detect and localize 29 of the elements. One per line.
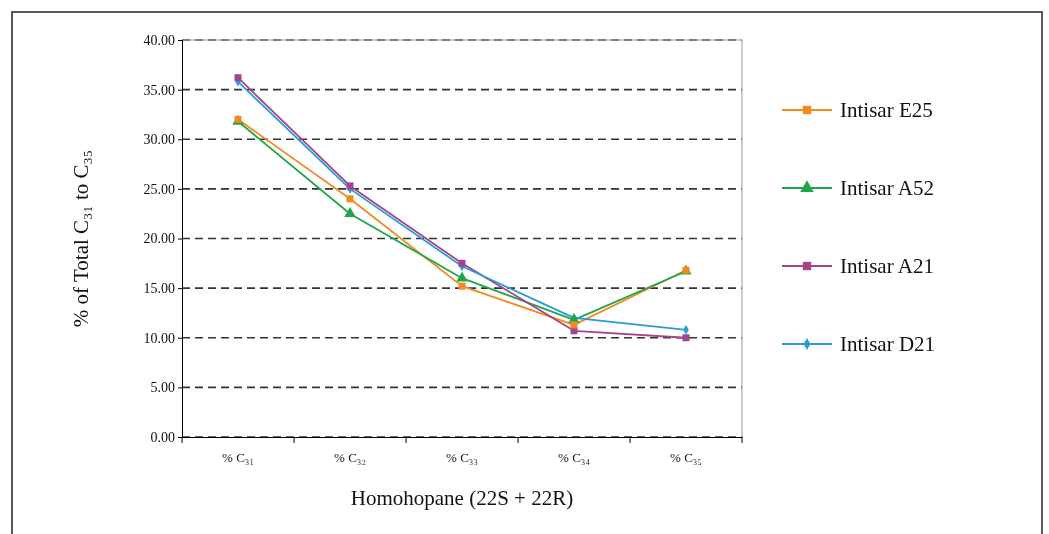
point <box>458 282 466 290</box>
y-tick-label: 0.00 <box>150 429 175 445</box>
y-tick-label: 35.00 <box>143 82 175 98</box>
y-tick-label: 20.00 <box>143 231 175 247</box>
y-tick-label: 15.00 <box>143 281 175 297</box>
point <box>570 321 578 329</box>
legend-label: Intisar A21 <box>840 254 934 278</box>
legend-label: Intisar D21 <box>840 332 936 356</box>
y-tick-label: 10.00 <box>143 330 175 346</box>
point <box>344 207 356 217</box>
y-tick-label: 40.00 <box>143 32 175 48</box>
y-axis-title: % of Total C₃₁ to C₃₅ <box>69 149 93 328</box>
legend-label: Intisar E25 <box>840 98 933 122</box>
y-tick-label: 30.00 <box>143 132 175 148</box>
legend-label: Intisar A52 <box>840 176 934 200</box>
point <box>234 74 242 82</box>
point <box>458 259 466 267</box>
x-tick-label: % C₃₄ <box>558 450 591 466</box>
x-tick-label: % C₃₁ <box>222 450 254 466</box>
point <box>346 195 354 203</box>
point <box>346 182 354 190</box>
x-tick-label: % C₃₂ <box>334 450 366 466</box>
x-axis-title: Homohopane (22S + 22R) <box>350 486 574 510</box>
y-tick-label: 25.00 <box>143 181 175 197</box>
x-tick-label: % C₃₅ <box>670 450 702 466</box>
y-tick-label: 5.00 <box>150 380 175 396</box>
point <box>682 334 690 342</box>
point <box>456 271 468 282</box>
x-tick-label: % C₃₃ <box>446 450 478 466</box>
